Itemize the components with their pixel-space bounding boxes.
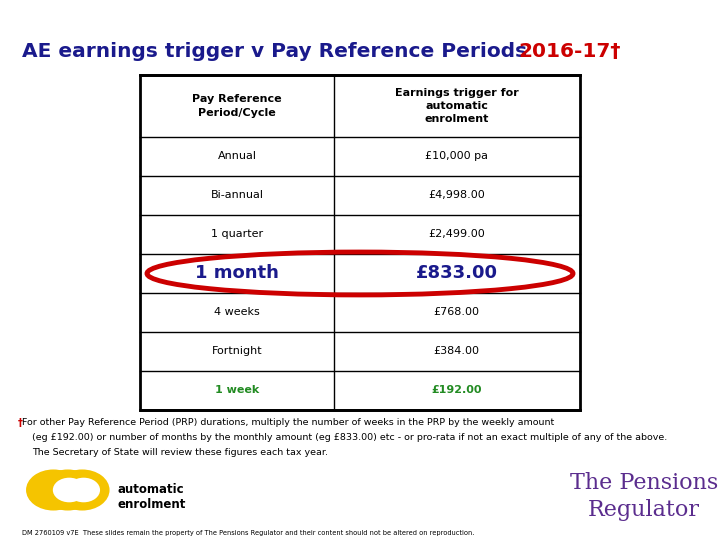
- Text: £10,000 pa: £10,000 pa: [425, 152, 488, 161]
- Text: The Secretary of State will review these figures each tax year.: The Secretary of State will review these…: [32, 448, 328, 457]
- Text: 1 month: 1 month: [195, 265, 279, 282]
- Text: Fortnight: Fortnight: [212, 347, 262, 356]
- Text: Earnings trigger for
automatic
enrolment: Earnings trigger for automatic enrolment: [395, 88, 518, 124]
- Text: 1 week: 1 week: [215, 386, 259, 395]
- Text: £384.00: £384.00: [433, 347, 480, 356]
- Text: £4,998.00: £4,998.00: [428, 191, 485, 200]
- Text: Bi-annual: Bi-annual: [210, 191, 264, 200]
- Text: Annual: Annual: [217, 152, 256, 161]
- Text: The Pensions
Regulator: The Pensions Regulator: [570, 472, 719, 521]
- Text: enrolment: enrolment: [118, 498, 186, 511]
- Text: (eg £192.00) or number of months by the monthly amount (eg £833.00) etc - or pro: (eg £192.00) or number of months by the …: [32, 433, 667, 442]
- Text: DM 2760109 v7E  These slides remain the property of The Pensions Regulator and t: DM 2760109 v7E These slides remain the p…: [22, 530, 474, 536]
- Text: automatic: automatic: [118, 483, 184, 496]
- Text: £768.00: £768.00: [433, 307, 480, 318]
- Text: †: †: [18, 418, 23, 428]
- Text: 2016-17†: 2016-17†: [518, 42, 621, 61]
- Text: AE earnings trigger v Pay Reference Periods: AE earnings trigger v Pay Reference Peri…: [22, 42, 534, 61]
- Text: 4 weeks: 4 weeks: [214, 307, 260, 318]
- Text: For other Pay Reference Period (PRP) durations, multiply the number of weeks in : For other Pay Reference Period (PRP) dur…: [22, 418, 554, 427]
- Text: 1 quarter: 1 quarter: [211, 230, 263, 239]
- Text: £2,499.00: £2,499.00: [428, 230, 485, 239]
- Text: £833.00: £833.00: [415, 265, 498, 282]
- Text: Pay Reference
Period/Cycle: Pay Reference Period/Cycle: [192, 94, 282, 118]
- Text: £192.00: £192.00: [431, 386, 482, 395]
